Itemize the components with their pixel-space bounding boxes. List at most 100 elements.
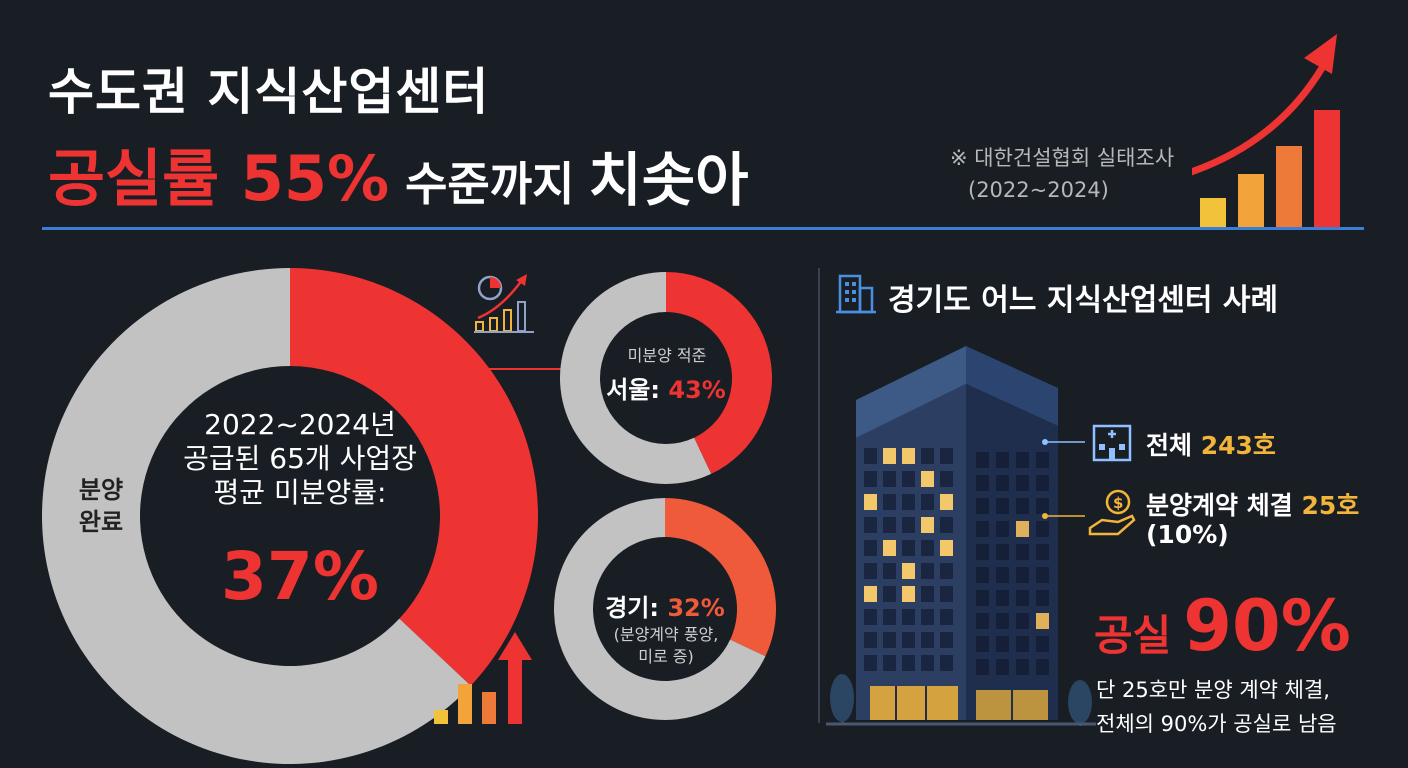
building-window	[883, 517, 896, 533]
building-window	[883, 655, 896, 671]
building-window	[883, 563, 896, 579]
sold-out-label-line2: 완료	[78, 508, 124, 536]
building-illustration	[826, 346, 1096, 726]
gyeonggi-label: 경기:	[605, 594, 659, 622]
building-window	[921, 586, 934, 602]
building-window	[1036, 567, 1049, 583]
building-window	[1016, 567, 1029, 583]
connector-line	[470, 368, 566, 370]
building-window	[921, 517, 934, 533]
source-note: ※ 대한건설협회 실태조사 (2022~2024)	[950, 142, 1174, 206]
building-window	[976, 590, 989, 606]
building-window	[996, 590, 1009, 606]
money-hand-icon: $	[1088, 489, 1136, 536]
gyeonggi-note-line2: 미로 증)	[638, 647, 694, 666]
building-window	[883, 448, 896, 464]
building-window	[1036, 498, 1049, 514]
building-window	[940, 448, 953, 464]
building-window	[902, 517, 915, 533]
seoul-value-row: 서울: 43%	[596, 370, 736, 405]
building-window	[940, 540, 953, 556]
gyeonggi-value-row: 경기: 32%	[590, 588, 740, 623]
contract-label: 분양계약 체결	[1146, 491, 1293, 520]
building-window	[996, 521, 1009, 537]
gyeonggi-donut-slice-unsold	[665, 498, 776, 657]
total-units-value: 243호	[1200, 431, 1276, 460]
sold-out-label: 분양 완료	[66, 474, 136, 538]
building-window	[902, 494, 915, 510]
building-window	[902, 540, 915, 556]
building-window	[1036, 659, 1049, 675]
headline-end: 치솟아	[588, 146, 749, 214]
building-window	[1016, 613, 1029, 629]
building-window	[864, 540, 877, 556]
main-donut-line1: 2022~2024년	[204, 408, 396, 441]
vacancy-desc-line1: 단 25호만 분양 계약 체결,	[1096, 678, 1330, 702]
building-window	[1016, 521, 1029, 537]
building-window	[996, 636, 1009, 652]
building-window	[940, 494, 953, 510]
building-window	[1036, 636, 1049, 652]
building-window	[976, 544, 989, 560]
building-window	[883, 471, 896, 487]
building-window	[996, 567, 1009, 583]
building-window	[996, 659, 1009, 675]
seoul-caption: 미분양 적준	[627, 346, 707, 365]
building-window	[864, 517, 877, 533]
building-window	[902, 563, 915, 579]
total-units-label: 전체	[1146, 431, 1193, 460]
gyeonggi-donut-slice-sold	[554, 498, 766, 720]
seoul-donut-chart	[560, 272, 772, 484]
contract-row: 분양계약 체결 25호	[1146, 486, 1359, 522]
building-window	[1016, 475, 1029, 491]
building-window	[976, 475, 989, 491]
building-window	[902, 448, 915, 464]
main-donut-slice-unsold	[290, 268, 538, 686]
headline-middle: 수준까지	[405, 157, 575, 211]
rising-bar-chart-icon	[1192, 34, 1340, 228]
building-window	[864, 471, 877, 487]
building-window	[940, 517, 953, 533]
analytics-chart-icon	[474, 274, 534, 333]
building-window	[976, 567, 989, 583]
case-study-title: 경기도 어느 지식산업센터 사례	[888, 283, 1279, 318]
building-window	[940, 609, 953, 625]
header-divider	[42, 227, 1364, 230]
sold-out-label-line1: 분양	[78, 476, 124, 504]
building-window	[864, 494, 877, 510]
building-window	[921, 471, 934, 487]
building-window	[883, 540, 896, 556]
building-window	[1036, 544, 1049, 560]
building-window	[940, 563, 953, 579]
building-window	[996, 544, 1009, 560]
building-window	[902, 586, 915, 602]
building-window	[1016, 544, 1029, 560]
leader-lines	[1042, 439, 1085, 519]
vacancy-value: 90%	[1183, 585, 1351, 667]
main-donut-line3: 평균 미분양률:	[213, 476, 387, 509]
gyeonggi-donut-chart	[554, 498, 776, 720]
contract-percent: (10%)	[1146, 520, 1229, 549]
building-window	[976, 452, 989, 468]
building-window	[996, 475, 1009, 491]
building-window	[1016, 452, 1029, 468]
building-window	[921, 448, 934, 464]
seoul-value: 43%	[668, 376, 726, 404]
building-window	[883, 632, 896, 648]
building-window	[1036, 475, 1049, 491]
gyeonggi-value: 32%	[667, 594, 725, 622]
building-window	[864, 609, 877, 625]
seoul-label: 서울:	[606, 376, 660, 404]
building-window	[940, 586, 953, 602]
building-window	[864, 655, 877, 671]
building-window	[1016, 636, 1029, 652]
building-window	[902, 471, 915, 487]
headline: 공실률 55% 수준까지 치솟아	[48, 128, 748, 215]
svg-text:$: $	[1113, 494, 1123, 512]
apartment-icon	[1092, 424, 1132, 462]
headline-vacancy-rate: 공실률 55%	[48, 142, 390, 215]
building-window	[864, 563, 877, 579]
building-window	[921, 655, 934, 671]
main-donut-slice-sold	[41, 268, 471, 764]
main-donut-line2: 공급된 65개 사업장	[183, 442, 417, 475]
